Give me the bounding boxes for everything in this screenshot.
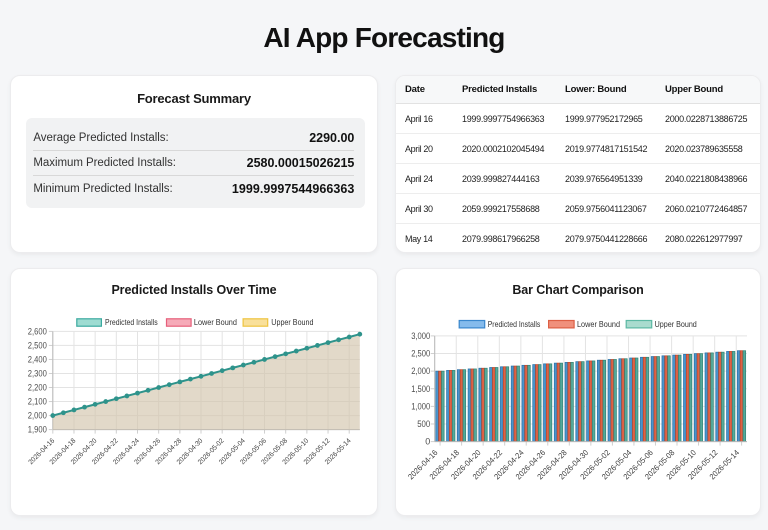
- svg-text:Lower Bound: Lower Bound: [577, 319, 620, 329]
- svg-text:2,400: 2,400: [28, 354, 47, 364]
- svg-text:2,500: 2,500: [28, 340, 47, 350]
- svg-text:Lower Bound: Lower Bound: [194, 317, 237, 327]
- svg-text:500: 500: [417, 419, 430, 429]
- svg-text:2,500: 2,500: [411, 349, 430, 359]
- svg-text:0: 0: [425, 437, 430, 447]
- svg-text:2,000: 2,000: [28, 411, 47, 421]
- svg-text:Predicted Installs: Predicted Installs: [488, 319, 541, 329]
- svg-text:Upper Bound: Upper Bound: [655, 319, 697, 329]
- svg-text:2,100: 2,100: [28, 397, 47, 407]
- svg-text:Predicted Installs: Predicted Installs: [105, 317, 158, 327]
- svg-text:2,000: 2,000: [411, 366, 430, 376]
- svg-text:1,900: 1,900: [28, 425, 47, 435]
- svg-text:2,300: 2,300: [28, 368, 47, 378]
- svg-text:3,000: 3,000: [411, 331, 430, 341]
- svg-text:1,000: 1,000: [411, 401, 430, 411]
- svg-text:1,500: 1,500: [411, 384, 430, 394]
- svg-text:Upper Bound: Upper Bound: [271, 317, 313, 327]
- svg-text:2,200: 2,200: [28, 383, 47, 393]
- svg-text:2,600: 2,600: [28, 326, 47, 336]
